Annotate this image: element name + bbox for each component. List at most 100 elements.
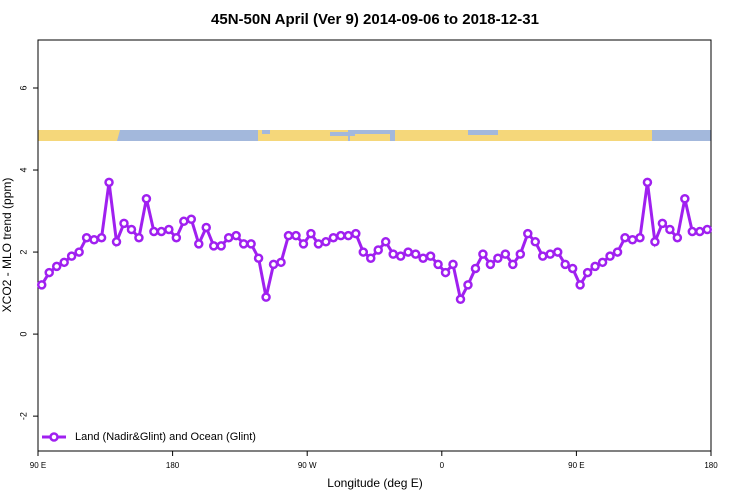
data-point: [680, 193, 690, 204]
data-point: [538, 251, 548, 261]
data-point: [126, 224, 137, 235]
data-point: [657, 218, 668, 229]
data-point: [89, 235, 99, 245]
plot-frame: [37, 39, 712, 452]
data-point: [665, 224, 675, 235]
data-point: [358, 247, 369, 257]
data-point: [605, 251, 615, 261]
data-point: [96, 232, 107, 243]
data-point: [440, 267, 451, 278]
data-point: [470, 263, 481, 274]
data-point: [66, 251, 77, 261]
data-point: [111, 237, 122, 247]
data-point: [455, 294, 466, 304]
data-point: [687, 226, 698, 237]
data-point: [500, 249, 511, 259]
y-tick-label: 0: [18, 332, 28, 337]
data-point: [515, 249, 526, 259]
y-tick-label: 2: [18, 250, 28, 255]
data-point: [201, 222, 211, 233]
data-point: [448, 259, 458, 270]
data-point: [208, 241, 219, 251]
x-tick-label: 90 W: [298, 461, 317, 470]
data-point: [179, 216, 189, 227]
data-point: [642, 177, 653, 188]
data-point: [59, 257, 69, 268]
y-tick-label: -2: [18, 412, 28, 420]
data-point: [119, 218, 129, 229]
y-tick-label: 4: [18, 168, 28, 173]
data-point: [164, 224, 174, 235]
data-point: [238, 239, 249, 249]
data-point: [268, 259, 279, 270]
data-point: [575, 280, 585, 290]
data-point: [433, 259, 443, 270]
data-point: [478, 249, 488, 259]
data-point: [343, 230, 354, 241]
legend-label: Land (Nadir&Glint) and Ocean (Glint): [75, 431, 256, 443]
data-point: [74, 247, 84, 257]
data-point: [493, 253, 503, 263]
data-point: [261, 292, 271, 302]
data-point: [246, 239, 256, 249]
data-point: [134, 232, 144, 243]
legend-marker: [49, 432, 59, 442]
data-point: [276, 257, 286, 268]
data-point: [552, 247, 563, 257]
data-point: [418, 253, 428, 263]
data-point: [306, 228, 316, 239]
data-point: [425, 251, 436, 261]
data-point: [702, 224, 713, 235]
data-point: [298, 239, 309, 249]
data-point: [283, 230, 294, 241]
data-point: [695, 226, 705, 237]
data-point: [44, 267, 54, 278]
data-point: [530, 237, 541, 247]
data-point: [373, 245, 383, 255]
data-point: [366, 253, 376, 263]
data-point: [156, 226, 167, 237]
data-point: [313, 239, 324, 249]
data-point: [627, 235, 638, 245]
data-point: [36, 280, 47, 290]
chart-title: 45N-50N April (Ver 9) 2014-09-06 to 2018…: [211, 11, 539, 28]
x-tick-label: 90 E: [30, 461, 46, 470]
data-point: [194, 239, 204, 249]
data-point: [582, 267, 593, 278]
data-point: [328, 232, 339, 243]
x-tick-label: 90 E: [568, 461, 584, 470]
data-point: [567, 263, 578, 274]
data-point: [612, 247, 623, 257]
data-point: [395, 251, 406, 261]
data-point: [410, 249, 421, 259]
y-axis-label: XCO2 - MLO trend (ppm): [0, 178, 14, 313]
data-point: [186, 214, 197, 224]
data-point: [463, 280, 473, 290]
y-tick-label: 6: [18, 85, 28, 90]
x-tick-label: 180: [704, 461, 718, 470]
data-point: [231, 230, 241, 241]
x-tick-label: 180: [166, 461, 180, 470]
data-point: [590, 261, 600, 272]
x-tick-label: 0: [440, 461, 445, 470]
data-point: [336, 230, 346, 241]
data-point: [403, 247, 413, 257]
data-point: [388, 249, 398, 259]
data-point: [253, 253, 264, 263]
data-point: [380, 237, 391, 247]
data-point: [620, 232, 630, 243]
data-point: [485, 259, 496, 270]
data-point: [321, 237, 331, 247]
data-point: [672, 232, 683, 243]
land-ocean-strip: [38, 130, 711, 141]
data-point: [223, 232, 234, 243]
x-axis-label: Longitude (deg E): [327, 476, 422, 490]
data-point: [523, 228, 533, 239]
data-point: [560, 259, 570, 270]
data-point: [508, 259, 518, 270]
data-point: [635, 232, 645, 243]
data-point: [51, 261, 62, 272]
data-point: [545, 249, 555, 259]
data-point: [351, 228, 361, 239]
